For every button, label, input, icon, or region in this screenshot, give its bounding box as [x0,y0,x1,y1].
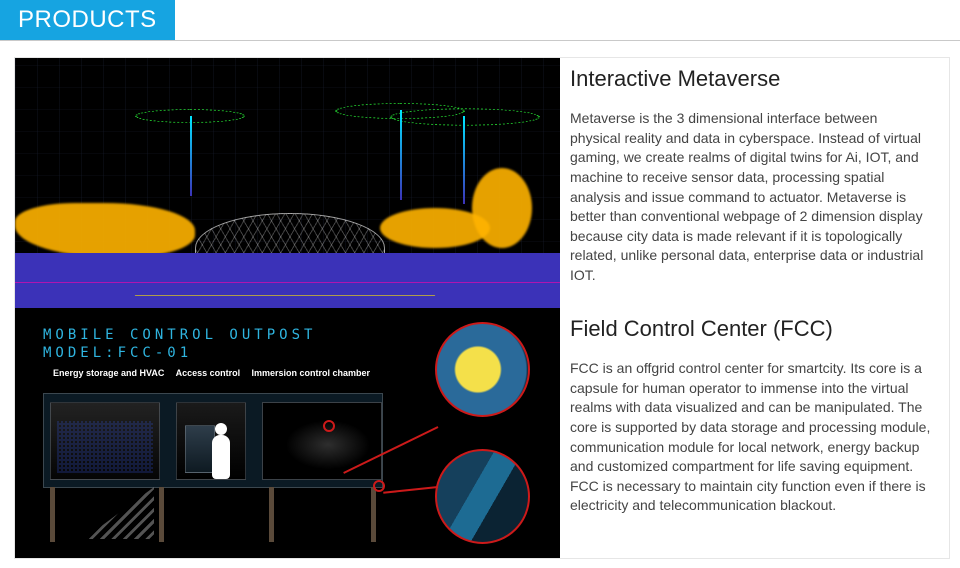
product-text: Interactive Metaverse Metaverse is the 3… [560,58,949,308]
product-thumbnail-fcc: MOBILE CONTROL OUTPOST MODEL:FCC-01 Ener… [15,308,560,558]
product-title: Field Control Center (FCC) [570,316,931,341]
product-description: Metaverse is the 3 dimensional interface… [570,109,931,285]
callout-circle-icon [435,449,530,544]
products-card: Interactive Metaverse Metaverse is the 3… [14,57,950,559]
section-tab-bar: PRODUCTS [0,0,960,41]
thumbnail-overlay-title: MOBILE CONTROL OUTPOST MODEL:FCC-01 [43,326,316,362]
product-description: FCC is an offgrid control center for sma… [570,359,931,516]
product-row: Interactive Metaverse Metaverse is the 3… [15,58,949,308]
callout-circle-icon [435,322,530,417]
product-text: Field Control Center (FCC) FCC is an off… [560,308,949,558]
product-title: Interactive Metaverse [570,66,931,91]
thumbnail-labels: Energy storage and HVAC Access control I… [53,368,370,378]
product-row: MOBILE CONTROL OUTPOST MODEL:FCC-01 Ener… [15,308,949,558]
product-thumbnail-metaverse [15,58,560,308]
section-tab-products[interactable]: PRODUCTS [0,0,175,40]
